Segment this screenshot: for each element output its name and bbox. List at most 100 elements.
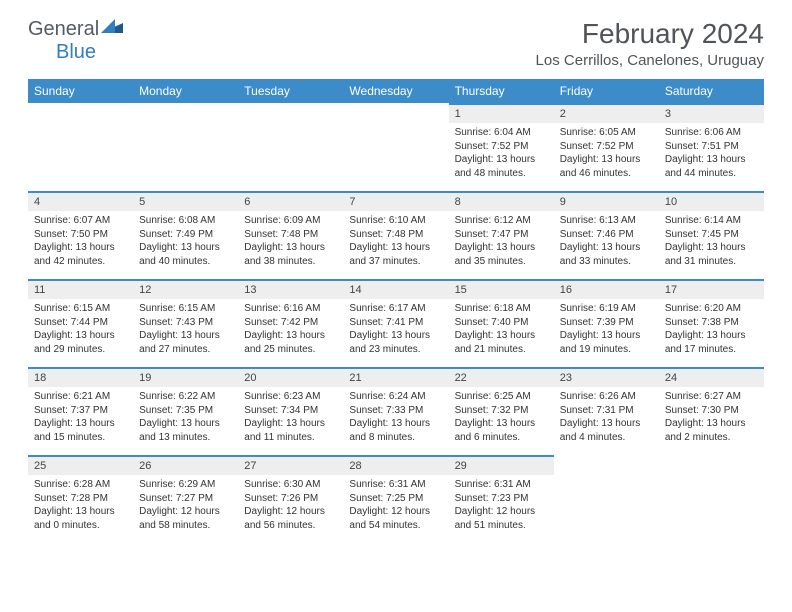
day-content: Sunrise: 6:14 AMSunset: 7:45 PMDaylight:… xyxy=(659,211,764,272)
sunset-text: Sunset: 7:48 PM xyxy=(349,228,442,242)
daylight-text: Daylight: 13 hours and 8 minutes. xyxy=(349,417,442,444)
day-header: Sunday xyxy=(28,79,133,103)
day-content: Sunrise: 6:04 AMSunset: 7:52 PMDaylight:… xyxy=(449,123,554,184)
day-number: 12 xyxy=(133,279,238,299)
day-number: 21 xyxy=(343,367,448,387)
day-content: Sunrise: 6:22 AMSunset: 7:35 PMDaylight:… xyxy=(133,387,238,448)
sunrise-text: Sunrise: 6:20 AM xyxy=(665,302,758,316)
sunrise-text: Sunrise: 6:28 AM xyxy=(34,478,127,492)
calendar-cell xyxy=(238,103,343,191)
calendar-cell: 5Sunrise: 6:08 AMSunset: 7:49 PMDaylight… xyxy=(133,191,238,279)
calendar-cell: 11Sunrise: 6:15 AMSunset: 7:44 PMDayligh… xyxy=(28,279,133,367)
sunset-text: Sunset: 7:43 PM xyxy=(139,316,232,330)
daylight-text: Daylight: 13 hours and 38 minutes. xyxy=(244,241,337,268)
day-content: Sunrise: 6:17 AMSunset: 7:41 PMDaylight:… xyxy=(343,299,448,360)
daylight-text: Daylight: 13 hours and 21 minutes. xyxy=(455,329,548,356)
sunrise-text: Sunrise: 6:21 AM xyxy=(34,390,127,404)
sunset-text: Sunset: 7:51 PM xyxy=(665,140,758,154)
sunrise-text: Sunrise: 6:09 AM xyxy=(244,214,337,228)
sunset-text: Sunset: 7:45 PM xyxy=(665,228,758,242)
calendar-cell: 6Sunrise: 6:09 AMSunset: 7:48 PMDaylight… xyxy=(238,191,343,279)
calendar-week: 11Sunrise: 6:15 AMSunset: 7:44 PMDayligh… xyxy=(28,279,764,367)
sunrise-text: Sunrise: 6:31 AM xyxy=(349,478,442,492)
day-content: Sunrise: 6:06 AMSunset: 7:51 PMDaylight:… xyxy=(659,123,764,184)
sunset-text: Sunset: 7:38 PM xyxy=(665,316,758,330)
sunrise-text: Sunrise: 6:19 AM xyxy=(560,302,653,316)
calendar-cell: 22Sunrise: 6:25 AMSunset: 7:32 PMDayligh… xyxy=(449,367,554,455)
day-number: 18 xyxy=(28,367,133,387)
day-number: 7 xyxy=(343,191,448,211)
day-content: Sunrise: 6:08 AMSunset: 7:49 PMDaylight:… xyxy=(133,211,238,272)
day-number: 22 xyxy=(449,367,554,387)
day-content: Sunrise: 6:30 AMSunset: 7:26 PMDaylight:… xyxy=(238,475,343,536)
daylight-text: Daylight: 13 hours and 4 minutes. xyxy=(560,417,653,444)
daylight-text: Daylight: 13 hours and 0 minutes. xyxy=(34,505,127,532)
sunrise-text: Sunrise: 6:16 AM xyxy=(244,302,337,316)
sunset-text: Sunset: 7:47 PM xyxy=(455,228,548,242)
sunset-text: Sunset: 7:50 PM xyxy=(34,228,127,242)
location: Los Cerrillos, Canelones, Uruguay xyxy=(536,52,764,69)
sunset-text: Sunset: 7:23 PM xyxy=(455,492,548,506)
calendar-cell: 16Sunrise: 6:19 AMSunset: 7:39 PMDayligh… xyxy=(554,279,659,367)
day-number: 27 xyxy=(238,455,343,475)
sunrise-text: Sunrise: 6:26 AM xyxy=(560,390,653,404)
day-number: 10 xyxy=(659,191,764,211)
calendar-cell: 23Sunrise: 6:26 AMSunset: 7:31 PMDayligh… xyxy=(554,367,659,455)
day-content: Sunrise: 6:13 AMSunset: 7:46 PMDaylight:… xyxy=(554,211,659,272)
sunrise-text: Sunrise: 6:18 AM xyxy=(455,302,548,316)
daylight-text: Daylight: 13 hours and 23 minutes. xyxy=(349,329,442,356)
sunrise-text: Sunrise: 6:17 AM xyxy=(349,302,442,316)
day-content: Sunrise: 6:05 AMSunset: 7:52 PMDaylight:… xyxy=(554,123,659,184)
daylight-text: Daylight: 13 hours and 15 minutes. xyxy=(34,417,127,444)
calendar-cell: 29Sunrise: 6:31 AMSunset: 7:23 PMDayligh… xyxy=(449,455,554,543)
logo-text-general: General xyxy=(28,18,99,40)
day-number: 6 xyxy=(238,191,343,211)
daylight-text: Daylight: 13 hours and 31 minutes. xyxy=(665,241,758,268)
sunset-text: Sunset: 7:44 PM xyxy=(34,316,127,330)
sunrise-text: Sunrise: 6:06 AM xyxy=(665,126,758,140)
calendar-week: 18Sunrise: 6:21 AMSunset: 7:37 PMDayligh… xyxy=(28,367,764,455)
calendar-cell: 1Sunrise: 6:04 AMSunset: 7:52 PMDaylight… xyxy=(449,103,554,191)
day-number: 8 xyxy=(449,191,554,211)
day-number: 17 xyxy=(659,279,764,299)
day-number: 20 xyxy=(238,367,343,387)
sunset-text: Sunset: 7:34 PM xyxy=(244,404,337,418)
day-number: 16 xyxy=(554,279,659,299)
sunrise-text: Sunrise: 6:15 AM xyxy=(139,302,232,316)
day-content: Sunrise: 6:31 AMSunset: 7:23 PMDaylight:… xyxy=(449,475,554,536)
calendar-cell: 24Sunrise: 6:27 AMSunset: 7:30 PMDayligh… xyxy=(659,367,764,455)
sunrise-text: Sunrise: 6:12 AM xyxy=(455,214,548,228)
day-content: Sunrise: 6:23 AMSunset: 7:34 PMDaylight:… xyxy=(238,387,343,448)
day-content: Sunrise: 6:29 AMSunset: 7:27 PMDaylight:… xyxy=(133,475,238,536)
sunrise-text: Sunrise: 6:22 AM xyxy=(139,390,232,404)
sunset-text: Sunset: 7:41 PM xyxy=(349,316,442,330)
daylight-text: Daylight: 13 hours and 27 minutes. xyxy=(139,329,232,356)
day-content: Sunrise: 6:10 AMSunset: 7:48 PMDaylight:… xyxy=(343,211,448,272)
daylight-text: Daylight: 13 hours and 29 minutes. xyxy=(34,329,127,356)
sunset-text: Sunset: 7:46 PM xyxy=(560,228,653,242)
day-header: Monday xyxy=(133,79,238,103)
day-number: 24 xyxy=(659,367,764,387)
daylight-text: Daylight: 12 hours and 54 minutes. xyxy=(349,505,442,532)
day-content: Sunrise: 6:15 AMSunset: 7:44 PMDaylight:… xyxy=(28,299,133,360)
calendar-cell: 21Sunrise: 6:24 AMSunset: 7:33 PMDayligh… xyxy=(343,367,448,455)
calendar-cell: 13Sunrise: 6:16 AMSunset: 7:42 PMDayligh… xyxy=(238,279,343,367)
sunrise-text: Sunrise: 6:31 AM xyxy=(455,478,548,492)
daylight-text: Daylight: 12 hours and 51 minutes. xyxy=(455,505,548,532)
logo-mark-icon xyxy=(101,19,123,33)
sunset-text: Sunset: 7:33 PM xyxy=(349,404,442,418)
day-number: 26 xyxy=(133,455,238,475)
calendar-cell: 18Sunrise: 6:21 AMSunset: 7:37 PMDayligh… xyxy=(28,367,133,455)
day-number: 2 xyxy=(554,103,659,123)
day-number: 9 xyxy=(554,191,659,211)
day-content: Sunrise: 6:21 AMSunset: 7:37 PMDaylight:… xyxy=(28,387,133,448)
day-content: Sunrise: 6:16 AMSunset: 7:42 PMDaylight:… xyxy=(238,299,343,360)
sunset-text: Sunset: 7:26 PM xyxy=(244,492,337,506)
day-content: Sunrise: 6:28 AMSunset: 7:28 PMDaylight:… xyxy=(28,475,133,536)
calendar-week: 25Sunrise: 6:28 AMSunset: 7:28 PMDayligh… xyxy=(28,455,764,543)
calendar-cell: 15Sunrise: 6:18 AMSunset: 7:40 PMDayligh… xyxy=(449,279,554,367)
calendar-cell: 2Sunrise: 6:05 AMSunset: 7:52 PMDaylight… xyxy=(554,103,659,191)
calendar-cell: 8Sunrise: 6:12 AMSunset: 7:47 PMDaylight… xyxy=(449,191,554,279)
calendar-week: 1Sunrise: 6:04 AMSunset: 7:52 PMDaylight… xyxy=(28,103,764,191)
day-content: Sunrise: 6:20 AMSunset: 7:38 PMDaylight:… xyxy=(659,299,764,360)
